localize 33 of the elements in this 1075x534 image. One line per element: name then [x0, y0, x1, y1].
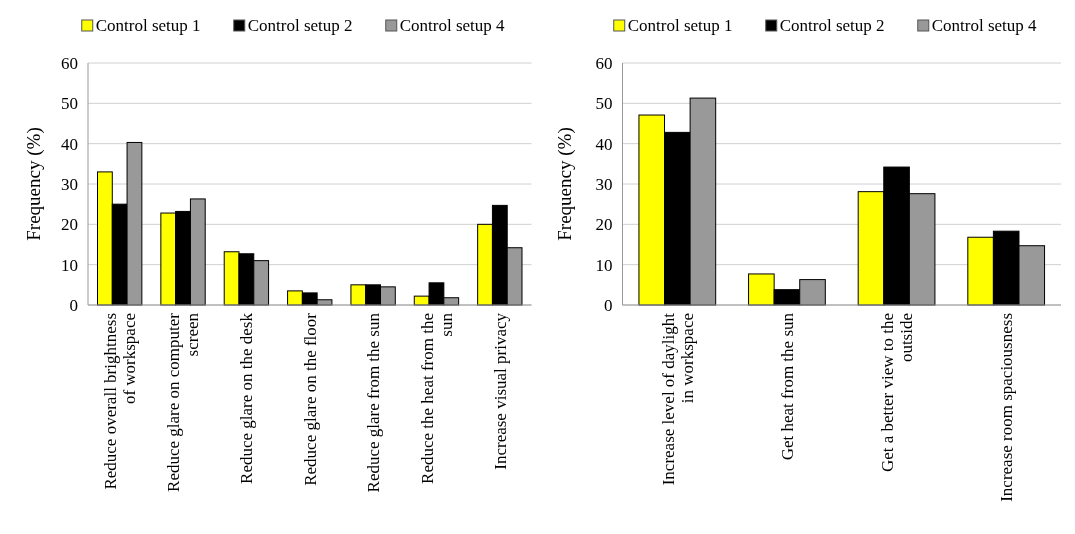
y-tick-label: 10: [61, 255, 78, 275]
y-tick-label: 20: [595, 215, 613, 235]
legend-label: Control setup 4: [931, 16, 1038, 35]
x-tick-label: Reduce glare on computer screen: [164, 312, 203, 492]
legend-label: Control setup 4: [399, 16, 506, 35]
y-tick-label: 40: [61, 134, 78, 154]
y-tick-label: 30: [61, 174, 78, 194]
x-tick-label: Get heat from the sun: [777, 312, 797, 461]
x-tick-label: Reduce overall brightness of workspace: [101, 313, 140, 490]
x-tick-label: Increase room spaciousness: [997, 313, 1017, 502]
x-tick-label: Increase visual privacy: [490, 312, 510, 470]
y-tick-label: 0: [604, 295, 613, 315]
y-tick-label: 20: [61, 215, 78, 235]
x-tick-label: Reduce glare on the floor: [300, 312, 320, 486]
y-tick-label: 40: [595, 134, 613, 154]
y-tick-label: 50: [61, 94, 78, 114]
y-tick-label: 0: [69, 295, 78, 315]
legend-label: Control setup 1: [627, 16, 733, 35]
y-tick-label: 60: [61, 53, 78, 73]
x-tick-label: Increase level of daylight in workspace: [658, 312, 697, 486]
x-tick-label: Reduce glare from the sun: [364, 312, 384, 493]
x-tick-label: Reduce glare on the desk: [237, 312, 257, 484]
x-tick-label: Reduce the heat from the sun: [417, 312, 456, 484]
y-axis-title: Frequency (%): [553, 127, 576, 241]
y-tick-label: 30: [595, 174, 613, 194]
y-axis-title: Frequency (%): [23, 127, 45, 241]
legend-label: Control setup 2: [779, 16, 885, 35]
legend-label: Control setup 1: [95, 16, 201, 35]
y-tick-label: 50: [595, 94, 613, 114]
y-tick-label: 60: [595, 53, 613, 73]
x-tick-label: Get a better view to the outside: [878, 313, 917, 473]
legend-label: Control setup 2: [247, 16, 353, 35]
y-tick-label: 10: [595, 255, 613, 275]
